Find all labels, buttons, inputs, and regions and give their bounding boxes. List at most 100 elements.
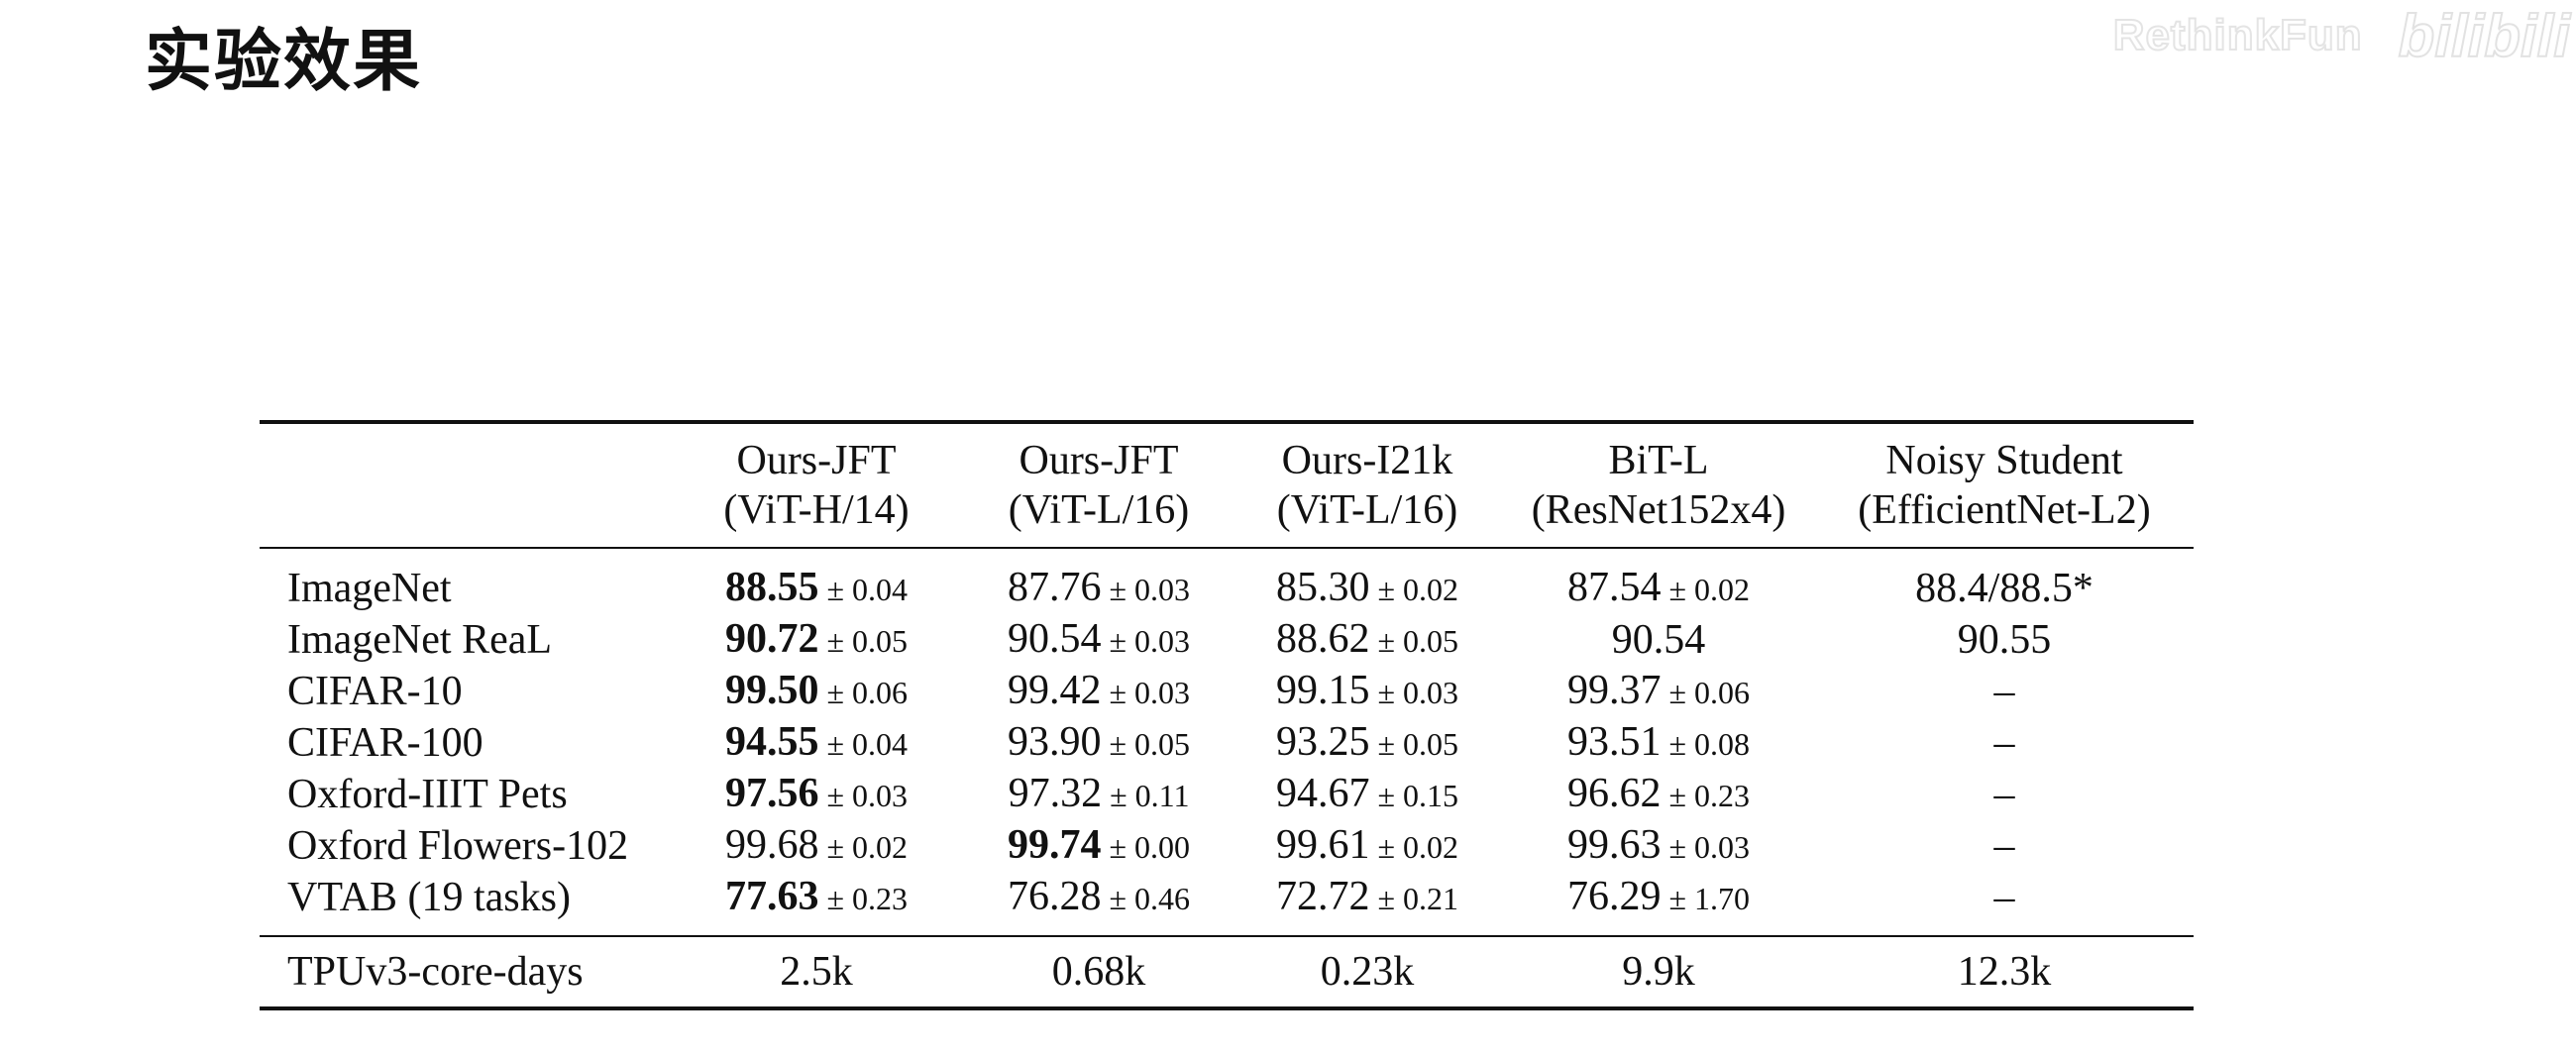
- cell-value: 99.37: [1566, 668, 1662, 713]
- cell-value: –: [1993, 720, 2015, 766]
- column-header: Ours-JFT (ViT-H/14): [668, 422, 965, 548]
- table-body: ImageNet 88.55 ± 0.04 87.76 ± 0.03 85.30 ± 0.0…: [260, 548, 2194, 936]
- cell-value: 85.30: [1275, 565, 1370, 610]
- table-cell: 72.72 ± 0.21: [1233, 872, 1502, 936]
- table-cell: –: [1815, 717, 2194, 769]
- cell-value: –: [1993, 875, 2015, 920]
- watermark: RethinkFun bilibili: [2112, 0, 2576, 71]
- table-row: ImageNet 88.55 ± 0.04 87.76 ± 0.03 85.30 ± 0.0…: [260, 548, 2194, 614]
- table-cell: –: [1815, 820, 2194, 872]
- cell-value: 93.90: [1007, 719, 1102, 765]
- best-value: 94.55: [724, 719, 819, 765]
- footer-cell: 9.9k: [1622, 949, 1695, 995]
- footer-cell: 0.23k: [1320, 949, 1415, 995]
- best-value: 88.55: [724, 565, 819, 610]
- best-value: 99.74: [1007, 822, 1102, 868]
- cell-error: ± 0.11: [1110, 778, 1190, 813]
- row-label: ImageNet ReaL: [287, 617, 553, 663]
- cell-error: ± 0.15: [1377, 778, 1459, 813]
- cell-value: –: [1993, 823, 2015, 869]
- column-header: Ours-I21k (ViT-L/16): [1233, 422, 1502, 548]
- table-cell: 88.55 ± 0.04: [668, 548, 965, 614]
- table-cell: –: [1815, 769, 2194, 820]
- column-header-line1: Noisy Student: [1885, 438, 2123, 483]
- cell-error: ± 0.03: [1109, 675, 1191, 710]
- table-row: Oxford-IIIT Pets 97.56 ± 0.03 97.32 ± 0.11 94…: [260, 769, 2194, 820]
- cell-error: ± 0.04: [826, 726, 909, 762]
- footer-cell: 0.68k: [1051, 949, 1146, 995]
- column-header: Ours-JFT (ViT-L/16): [965, 422, 1233, 548]
- table-cell: 99.63 ± 0.03: [1502, 820, 1815, 872]
- cell-value: 76.28: [1007, 874, 1102, 919]
- table-cell: 88.4/88.5*: [1815, 548, 2194, 614]
- cell-error: ± 0.02: [1377, 572, 1459, 607]
- column-header-line2: (ViT-L/16): [1276, 487, 1458, 533]
- header-row: Ours-JFT (ViT-H/14) Ours-JFT (ViT-L/16) …: [260, 422, 2194, 548]
- cell-value: 90.55: [1957, 617, 2052, 663]
- cell-value: –: [1993, 772, 2015, 817]
- cell-error: ± 0.05: [1109, 726, 1191, 762]
- table-cell: 93.51 ± 0.08: [1502, 717, 1815, 769]
- watermark-text: RethinkFun: [2112, 10, 2363, 60]
- table-cell: 85.30 ± 0.02: [1233, 548, 1502, 614]
- column-header-line1: Ours-JFT: [1019, 438, 1179, 483]
- cell-error: ± 0.06: [1668, 675, 1751, 710]
- row-label: CIFAR-100: [287, 720, 483, 766]
- table-cell: 97.32 ± 0.11: [965, 769, 1233, 820]
- cell-value: 88.4/88.5*: [1915, 566, 2093, 611]
- cell-error: ± 0.02: [1377, 829, 1459, 865]
- column-header: BiT-L (ResNet152x4): [1502, 422, 1815, 548]
- cell-error: ± 0.00: [1109, 829, 1191, 865]
- cell-error: ± 0.03: [1377, 675, 1459, 710]
- cell-error: ± 0.02: [1668, 572, 1751, 607]
- best-value: 99.50: [724, 668, 819, 713]
- table-cell: 99.61 ± 0.02: [1233, 820, 1502, 872]
- column-header-line2: (EfficientNet-L2): [1858, 487, 2151, 533]
- table-cell: 76.29 ± 1.70: [1502, 872, 1815, 936]
- best-value: 77.63: [724, 874, 819, 919]
- table-row: CIFAR-100 94.55 ± 0.04 93.90 ± 0.05 93.25 ± 0.…: [260, 717, 2194, 769]
- cell-value: 87.54: [1566, 565, 1662, 610]
- column-header-line2: (ViT-H/14): [723, 487, 910, 533]
- table-header: Ours-JFT (ViT-H/14) Ours-JFT (ViT-L/16) …: [260, 422, 2194, 548]
- cell-value: 93.51: [1566, 719, 1662, 765]
- table-cell: 87.76 ± 0.03: [965, 548, 1233, 614]
- table-cell: 93.90 ± 0.05: [965, 717, 1233, 769]
- cell-error: ± 0.03: [1109, 572, 1191, 607]
- table-cell: 94.55 ± 0.04: [668, 717, 965, 769]
- cell-value: 87.76: [1007, 565, 1102, 610]
- cell-value: 99.42: [1007, 668, 1102, 713]
- cell-error: ± 0.46: [1109, 881, 1191, 916]
- table-cell: 99.42 ± 0.03: [965, 666, 1233, 717]
- best-value: 97.56: [724, 771, 819, 816]
- cell-value: 99.61: [1275, 822, 1370, 868]
- cell-error: ± 0.03: [826, 778, 909, 813]
- cell-value: 97.32: [1008, 771, 1103, 816]
- row-label: Oxford-IIIT Pets: [287, 772, 568, 817]
- table-cell: 99.68 ± 0.02: [668, 820, 965, 872]
- cell-value: 90.54: [1611, 617, 1706, 663]
- cell-error: ± 0.03: [1668, 829, 1751, 865]
- table-cell: 99.15 ± 0.03: [1233, 666, 1502, 717]
- cell-error: ± 0.04: [826, 572, 909, 607]
- column-header-line2: (ViT-L/16): [1008, 487, 1190, 533]
- cell-error: ± 0.06: [826, 675, 909, 710]
- row-label: CIFAR-10: [287, 669, 463, 714]
- cell-value: 96.62: [1566, 771, 1662, 816]
- footer-row-label: TPUv3-core-days: [287, 949, 584, 995]
- cell-error: ± 0.05: [826, 623, 909, 659]
- table-cell: 90.54: [1502, 614, 1815, 666]
- table-cell: 90.55: [1815, 614, 2194, 666]
- table-cell: 99.50 ± 0.06: [668, 666, 965, 717]
- row-label: ImageNet: [287, 566, 452, 611]
- header-empty-cell: [260, 422, 668, 548]
- cell-value: 99.63: [1566, 822, 1662, 868]
- table-footer: TPUv3-core-days 2.5k 0.68k 0.23k 9.9k 12…: [260, 936, 2194, 1008]
- table-cell: 90.72 ± 0.05: [668, 614, 965, 666]
- table-cell: 97.56 ± 0.03: [668, 769, 965, 820]
- table-row: Oxford Flowers-102 99.68 ± 0.02 99.74 ± 0.00…: [260, 820, 2194, 872]
- cell-value: –: [1993, 669, 2015, 714]
- column-header: Noisy Student (EfficientNet-L2): [1815, 422, 2194, 548]
- table-cell: 76.28 ± 0.46: [965, 872, 1233, 936]
- table-row: ImageNet ReaL 90.72 ± 0.05 90.54 ± 0.03 88.62…: [260, 614, 2194, 666]
